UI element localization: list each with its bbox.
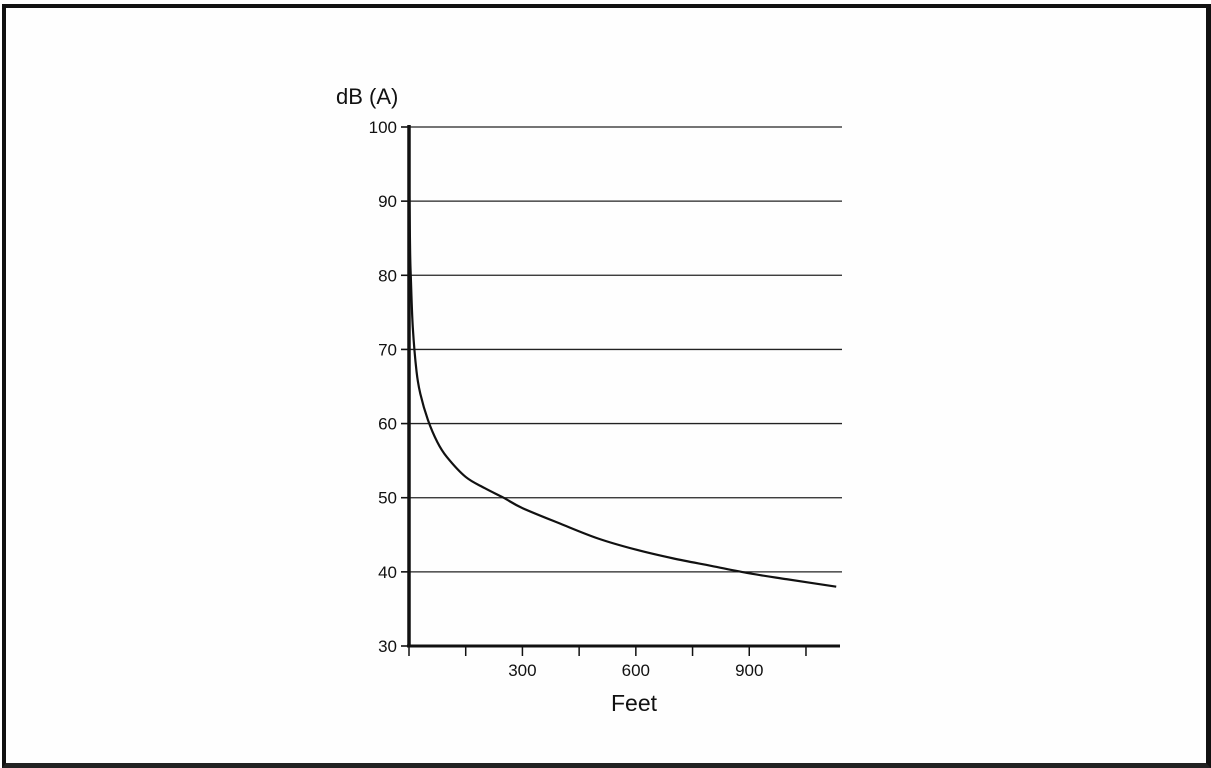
series-line <box>408 193 837 588</box>
y-tick-label-70: 70 <box>378 340 397 359</box>
y-tick-label-50: 50 <box>378 489 397 508</box>
x-tick-label-900: 900 <box>735 661 763 680</box>
y-tick-label-40: 40 <box>378 563 397 582</box>
x-tick-label-300: 300 <box>508 661 536 680</box>
x-axis-title: Feet <box>611 690 658 716</box>
y-tick-label-60: 60 <box>378 415 397 434</box>
chart-frame <box>2 4 1211 768</box>
y-axis-title: dB (A) <box>336 84 398 109</box>
y-tick-label-80: 80 <box>378 266 397 285</box>
x-tick-label-600: 600 <box>622 661 650 680</box>
y-tick-label-30: 30 <box>378 637 397 656</box>
y-tick-label-100: 100 <box>369 118 397 137</box>
y-tick-label-90: 90 <box>378 192 397 211</box>
